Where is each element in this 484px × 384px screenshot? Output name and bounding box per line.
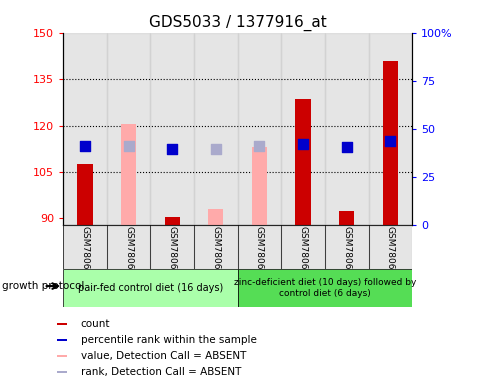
Bar: [63, 269, 237, 307]
Point: [342, 144, 350, 150]
Title: GDS5033 / 1377916_at: GDS5033 / 1377916_at: [149, 15, 326, 31]
Bar: [106, 33, 150, 225]
Bar: [237, 33, 281, 225]
Bar: [295, 99, 310, 225]
Point: [299, 141, 306, 147]
Text: GSM780671: GSM780671: [385, 226, 394, 281]
Point: [124, 142, 132, 149]
Text: count: count: [80, 319, 110, 329]
Bar: [324, 33, 368, 225]
Bar: [57, 339, 66, 341]
Point: [212, 146, 219, 152]
Bar: [338, 211, 354, 225]
Bar: [194, 225, 237, 269]
Text: zinc-deficient diet (10 days) followed by
control diet (6 days): zinc-deficient diet (10 days) followed b…: [233, 278, 415, 298]
Text: GSM780669: GSM780669: [298, 226, 307, 281]
Bar: [368, 33, 411, 225]
Bar: [237, 225, 281, 269]
Text: rank, Detection Call = ABSENT: rank, Detection Call = ABSENT: [80, 367, 241, 377]
Bar: [281, 33, 324, 225]
Text: percentile rank within the sample: percentile rank within the sample: [80, 335, 256, 345]
Text: pair-fed control diet (16 days): pair-fed control diet (16 days): [77, 283, 223, 293]
Point: [81, 142, 89, 149]
Bar: [324, 225, 368, 269]
Bar: [368, 225, 411, 269]
Point: [386, 138, 393, 144]
Text: GSM780664: GSM780664: [80, 226, 89, 281]
Bar: [194, 33, 237, 225]
Text: GSM780668: GSM780668: [255, 226, 263, 281]
Bar: [57, 371, 66, 373]
Bar: [63, 33, 106, 225]
Bar: [57, 323, 66, 325]
Text: GSM780670: GSM780670: [342, 226, 350, 281]
Bar: [106, 225, 150, 269]
Bar: [63, 225, 106, 269]
Point: [168, 146, 176, 152]
Bar: [121, 124, 136, 225]
Bar: [150, 33, 194, 225]
Text: value, Detection Call = ABSENT: value, Detection Call = ABSENT: [80, 351, 245, 361]
Bar: [150, 225, 194, 269]
Text: growth protocol: growth protocol: [2, 281, 85, 291]
Text: GSM780666: GSM780666: [167, 226, 176, 281]
Point: [255, 142, 263, 149]
Bar: [251, 147, 267, 225]
Bar: [164, 217, 180, 225]
Bar: [281, 225, 324, 269]
Bar: [237, 269, 411, 307]
Bar: [77, 164, 92, 225]
Bar: [57, 355, 66, 357]
Text: GSM780667: GSM780667: [211, 226, 220, 281]
Bar: [208, 209, 223, 225]
Bar: [382, 61, 397, 225]
Text: GSM780665: GSM780665: [124, 226, 133, 281]
